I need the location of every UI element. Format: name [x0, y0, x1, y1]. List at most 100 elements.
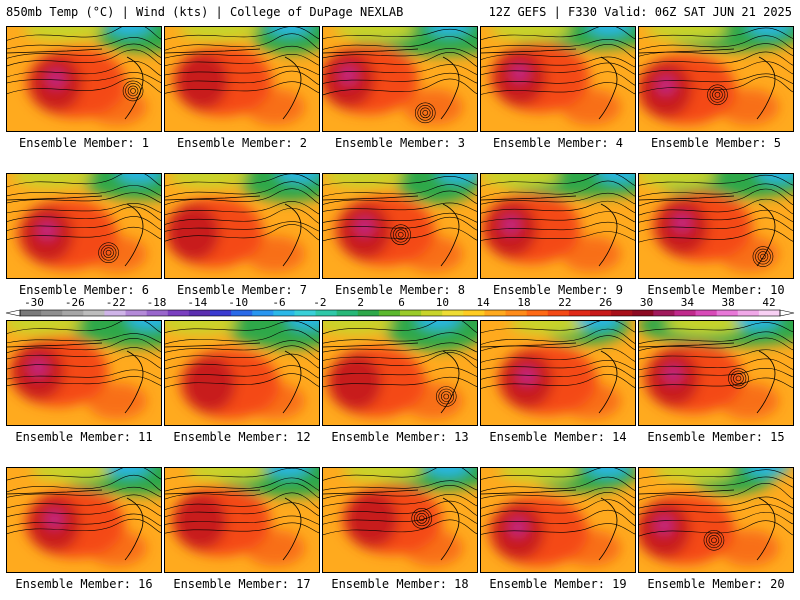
ensemble-member-label: Ensemble Member: 7	[176, 283, 308, 297]
ensemble-member-label: Ensemble Member: 9	[492, 283, 624, 297]
colorbar-segment	[547, 310, 570, 316]
temperature-map	[165, 468, 319, 572]
ensemble-map-panel[interactable]	[164, 467, 320, 573]
colorbar-tick-label: -18	[147, 296, 167, 309]
colorbar-segment	[484, 310, 507, 316]
colorbar-tick-label: 14	[477, 296, 491, 309]
colorbar-segment	[568, 310, 591, 316]
colorbar-segment	[758, 310, 781, 316]
ensemble-map-panel[interactable]	[164, 26, 320, 132]
colorbar-tick-label: -10	[228, 296, 248, 309]
colorbar-segment	[716, 310, 739, 316]
ensemble-member-label: Ensemble Member: 8	[334, 283, 466, 297]
ensemble-member-label: Ensemble Member: 19	[489, 577, 627, 591]
temperature-colorbar: -30 -26 -22 -18 -14 -10 -6 -2 2 6 10 14 18 22 26 30 34 38…	[4, 296, 796, 320]
colorbar-segment	[83, 310, 105, 316]
colorbar-segment	[273, 310, 295, 316]
ensemble-map-panel[interactable]	[164, 173, 320, 279]
ensemble-member-label: Ensemble Member: 3	[334, 136, 466, 150]
temperature-map	[639, 174, 793, 278]
ensemble-member-label: Ensemble Member: 10	[647, 283, 785, 297]
colorbar-segment	[463, 310, 485, 316]
colorbar-tick-label: 38	[722, 296, 735, 309]
colorbar-segment	[41, 310, 63, 316]
ensemble-map-panel[interactable]	[638, 173, 794, 279]
colorbar-segment	[20, 310, 42, 316]
colorbar-segment	[400, 310, 422, 316]
ensemble-member-label: Ensemble Member: 5	[650, 136, 782, 150]
ensemble-map-panel[interactable]	[480, 467, 636, 573]
run-valid-time: 12Z GEFS | F330 Valid: 06Z SAT JUN 21 20…	[488, 5, 792, 19]
colorbar-segment	[167, 310, 190, 316]
colorbar-tick-label: 34	[681, 296, 695, 309]
ensemble-member-label: Ensemble Member: 15	[647, 430, 785, 444]
ensemble-map-panel[interactable]	[322, 26, 478, 132]
colorbar-min-arrow	[5, 309, 21, 317]
ensemble-map-panel[interactable]	[480, 26, 636, 132]
colorbar-segment	[442, 310, 464, 316]
colorbar-segment	[378, 310, 401, 316]
colorbar-tick-label: 6	[398, 296, 405, 309]
ensemble-member-label: Ensemble Member: 17	[173, 577, 311, 591]
ensemble-member-label: Ensemble Member: 20	[647, 577, 785, 591]
colorbar-segment	[315, 310, 338, 316]
map-title: 850mb Temp (°C) | Wind (kts) | College o…	[6, 5, 404, 19]
ensemble-map-panel[interactable]	[6, 467, 162, 573]
ensemble-member-label: Ensemble Member: 12	[173, 430, 311, 444]
colorbar-tick-label: -2	[313, 296, 326, 309]
colorbar-max-arrow	[779, 309, 795, 317]
temperature-map	[165, 321, 319, 425]
temperature-map	[165, 174, 319, 278]
colorbar-segment	[336, 310, 359, 316]
ensemble-member-label: Ensemble Member: 1	[18, 136, 150, 150]
colorbar-tick-label: -22	[106, 296, 126, 309]
colorbar-tick-label: 42	[762, 296, 775, 309]
ensemble-member-label: Ensemble Member: 14	[489, 430, 627, 444]
ensemble-map-panel[interactable]	[480, 320, 636, 426]
temperature-map	[481, 27, 635, 131]
ensemble-map-panel[interactable]	[164, 320, 320, 426]
colorbar-segment	[146, 310, 169, 316]
ensemble-map-panel[interactable]	[638, 320, 794, 426]
ensemble-map-panel[interactable]	[638, 467, 794, 573]
ensemble-member-label: Ensemble Member: 4	[492, 136, 624, 150]
ensemble-member-label: Ensemble Member: 2	[176, 136, 308, 150]
ensemble-map-panel[interactable]	[322, 173, 478, 279]
ensemble-member-label: Ensemble Member: 6	[18, 283, 150, 297]
colorbar-segment	[231, 310, 253, 316]
colorbar-tick-label: -26	[65, 296, 85, 309]
colorbar-tick-label: -30	[24, 296, 44, 309]
ensemble-member-label: Ensemble Member: 18	[331, 577, 469, 591]
colorbar-segment	[632, 310, 654, 316]
temperature-map	[7, 468, 161, 572]
colorbar-segment	[737, 310, 760, 316]
temperature-map	[481, 468, 635, 572]
colorbar-tick-label: 30	[640, 296, 653, 309]
ensemble-map-panel[interactable]	[322, 467, 478, 573]
colorbar-segment	[611, 310, 633, 316]
colorbar-segment	[294, 310, 317, 316]
ensemble-map-panel[interactable]	[480, 173, 636, 279]
colorbar-tick-label: 10	[436, 296, 449, 309]
colorbar-segment	[674, 310, 697, 316]
colorbar-segment	[357, 310, 380, 316]
colorbar-segment	[695, 310, 718, 316]
temperature-map	[639, 27, 793, 131]
temperature-map	[481, 174, 635, 278]
temperature-map	[323, 174, 477, 278]
ensemble-map-panel[interactable]	[322, 320, 478, 426]
temperature-map	[7, 321, 161, 425]
ensemble-map-panel[interactable]	[6, 320, 162, 426]
ensemble-map-panel[interactable]	[6, 26, 162, 132]
colorbar-segment	[526, 310, 549, 316]
colorbar-segment	[252, 310, 274, 316]
temperature-map	[323, 27, 477, 131]
ensemble-map-panel[interactable]	[6, 173, 162, 279]
colorbar-segment	[188, 310, 211, 316]
colorbar-tick-label: 22	[558, 296, 571, 309]
colorbar-segment	[210, 310, 232, 316]
colorbar-segment	[590, 310, 612, 316]
ensemble-map-panel[interactable]	[638, 26, 794, 132]
temperature-map	[323, 468, 477, 572]
